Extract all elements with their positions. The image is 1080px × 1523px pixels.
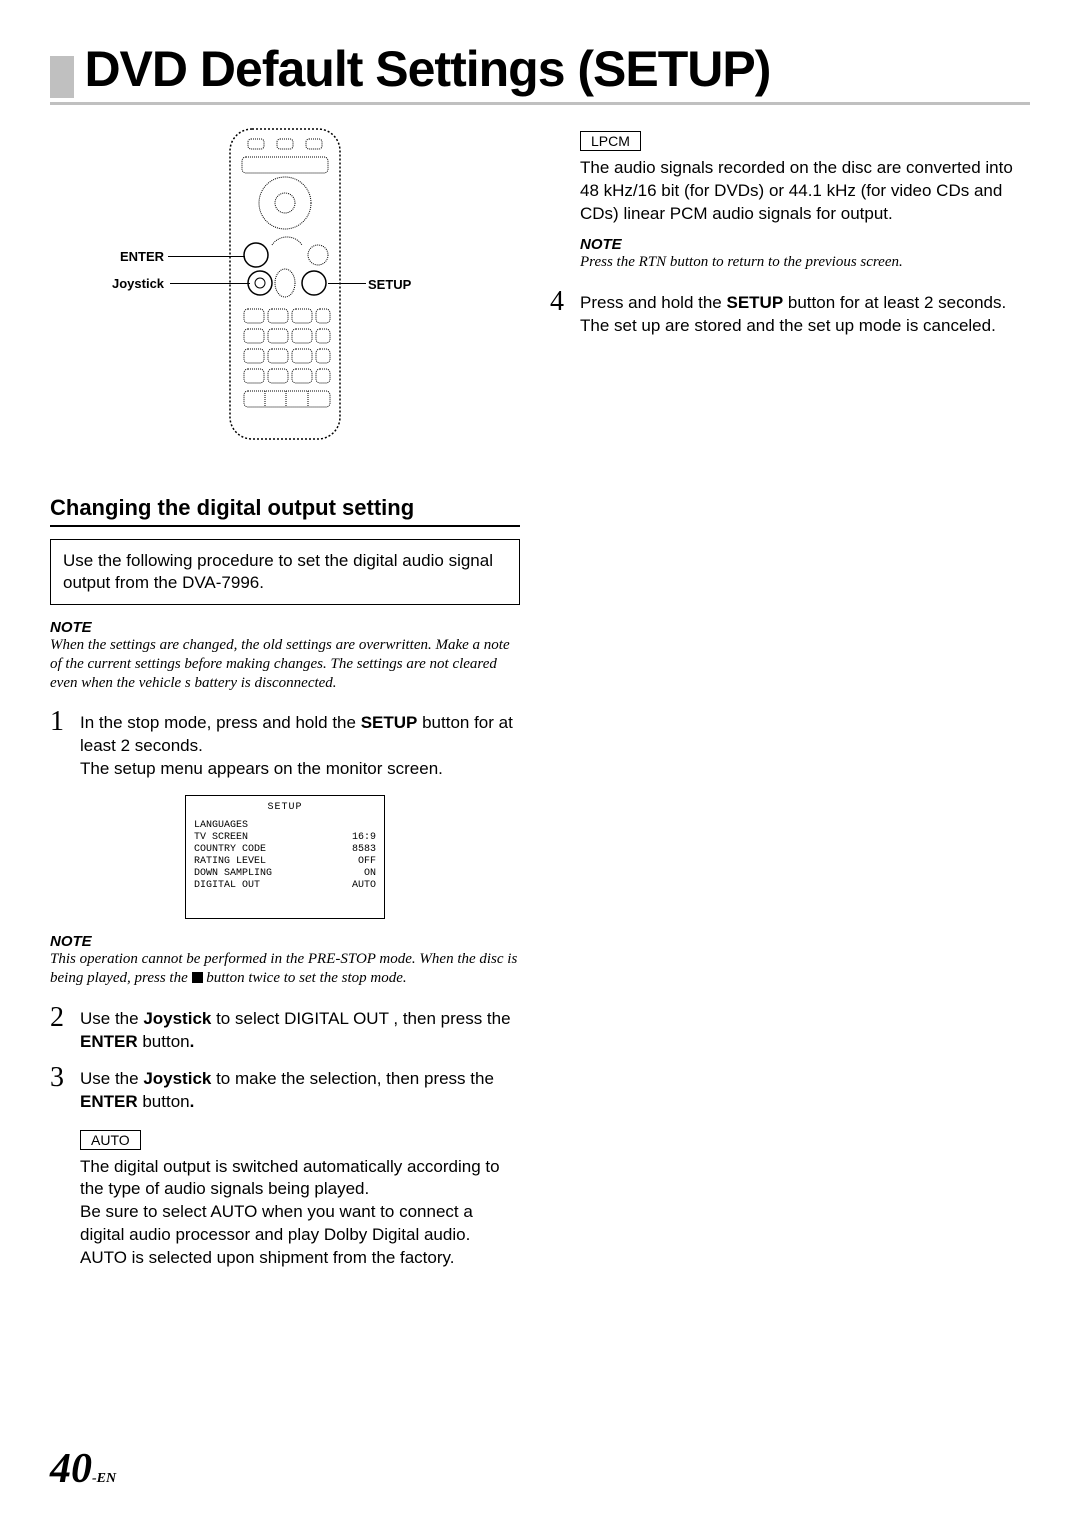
step-bold: ENTER	[80, 1092, 138, 1111]
setup-row-value: OFF	[358, 856, 376, 868]
setup-row-value: 16:9	[352, 832, 376, 844]
remote-icon	[210, 125, 360, 445]
step-text: to make the selection, then press the	[211, 1069, 494, 1088]
step-body: Press and hold the SETUP button for at l…	[580, 288, 1006, 338]
step-4: 4 Press and hold the SETUP button for at…	[550, 288, 1020, 338]
note-body-1: When the settings are changed, the old s…	[50, 636, 520, 692]
step-number: 1	[50, 708, 80, 736]
step-body: In the stop mode, press and hold the SET…	[80, 708, 520, 781]
note-body-3: Press the RTN button to return to the pr…	[580, 253, 1020, 272]
step-body: Use the Joystick to make the selection, …	[80, 1064, 520, 1114]
step-3: 3 Use the Joystick to make the selection…	[50, 1064, 520, 1114]
setup-screen-title: SETUP	[194, 802, 376, 814]
setup-row: LANGUAGES	[194, 820, 376, 832]
step-bold: SETUP	[361, 713, 418, 732]
setup-row-label: TV SCREEN	[194, 832, 248, 844]
page-title: DVD Default Settings (SETUP)	[84, 41, 770, 97]
page-number-value: 40	[50, 1446, 92, 1492]
setup-row: TV SCREEN 16:9	[194, 832, 376, 844]
lpcm-text: The audio signals recorded on the disc a…	[580, 157, 1020, 226]
setup-row: RATING LEVEL OFF	[194, 856, 376, 868]
section-heading: Changing the digital output setting	[50, 495, 520, 527]
step-text: The setup menu appears on the monitor sc…	[80, 759, 443, 778]
intro-box: Use the following procedure to set the d…	[50, 539, 520, 605]
stop-icon	[192, 972, 203, 983]
auto-tag: AUTO	[80, 1130, 141, 1150]
lpcm-block: LPCM The audio signals recorded on the d…	[550, 125, 1020, 272]
note-text: button twice to set the stop mode.	[203, 970, 407, 986]
setup-screen: SETUP LANGUAGES TV SCREEN 16:9 COUNTRY CO…	[185, 795, 385, 919]
callout-line	[168, 256, 245, 257]
setup-row-value: AUTO	[352, 880, 376, 892]
step-text: In the stop mode, press and hold the	[80, 713, 361, 732]
note-body-2: This operation cannot be performed in th…	[50, 950, 520, 988]
columns: ENTER Joystick SETUP Changing the digita…	[50, 125, 1030, 1280]
setup-row-value: ON	[364, 868, 376, 880]
note-label: NOTE	[50, 933, 520, 950]
callout-setup: SETUP	[368, 277, 411, 292]
step-text: button for at least 2 seconds.	[783, 293, 1006, 312]
note-label: NOTE	[50, 619, 520, 636]
step-text: Use the	[80, 1069, 143, 1088]
step-text: Use the	[80, 1009, 143, 1028]
step-number: 4	[550, 288, 580, 316]
step-bold: Joystick	[143, 1009, 211, 1028]
column-right: LPCM The audio signals recorded on the d…	[550, 125, 1020, 1280]
step-bold: SETUP	[726, 293, 783, 312]
setup-row-label: DIGITAL OUT	[194, 880, 260, 892]
setup-row: COUNTRY CODE 8583	[194, 844, 376, 856]
setup-row-value: 8583	[352, 844, 376, 856]
step-bold: .	[190, 1092, 195, 1111]
page-number-suffix: -EN	[92, 1471, 116, 1486]
step-2: 2 Use the Joystick to select DIGITAL OUT…	[50, 1004, 520, 1054]
step-text: Press and hold the	[580, 293, 726, 312]
step-bold: ENTER	[80, 1032, 138, 1051]
step-text: The set up are stored and the set up mod…	[580, 316, 996, 335]
setup-row-label: DOWN SAMPLING	[194, 868, 272, 880]
setup-row-label: COUNTRY CODE	[194, 844, 266, 856]
remote-diagram: ENTER Joystick SETUP	[50, 125, 520, 465]
setup-row-label: RATING LEVEL	[194, 856, 266, 868]
callout-line	[328, 283, 366, 284]
step-number: 3	[50, 1064, 80, 1092]
step-bold: Joystick	[143, 1069, 211, 1088]
step-bold: .	[190, 1032, 195, 1051]
setup-row-label: LANGUAGES	[194, 820, 248, 832]
step-text: button	[138, 1092, 190, 1111]
note-label: NOTE	[580, 236, 1020, 253]
title-bar-icon	[50, 56, 74, 98]
auto-block: AUTO The digital output is switched auto…	[50, 1124, 520, 1271]
setup-row: DOWN SAMPLING ON	[194, 868, 376, 880]
auto-text: The digital output is switched automatic…	[80, 1156, 520, 1271]
step-number: 2	[50, 1004, 80, 1032]
step-1: 1 In the stop mode, press and hold the S…	[50, 708, 520, 781]
setup-row: DIGITAL OUT AUTO	[194, 880, 376, 892]
callout-enter: ENTER	[120, 249, 164, 264]
column-left: ENTER Joystick SETUP Changing the digita…	[50, 125, 520, 1280]
step-text: button	[138, 1032, 190, 1051]
page-number: 40-EN	[50, 1445, 116, 1493]
step-text: to select DIGITAL OUT , then press the	[211, 1009, 510, 1028]
lpcm-tag: LPCM	[580, 131, 641, 151]
callout-joystick: Joystick	[112, 276, 164, 291]
callout-line	[170, 283, 250, 284]
step-body: Use the Joystick to select DIGITAL OUT ,…	[80, 1004, 520, 1054]
page-title-wrap: DVD Default Settings (SETUP)	[50, 40, 1030, 105]
